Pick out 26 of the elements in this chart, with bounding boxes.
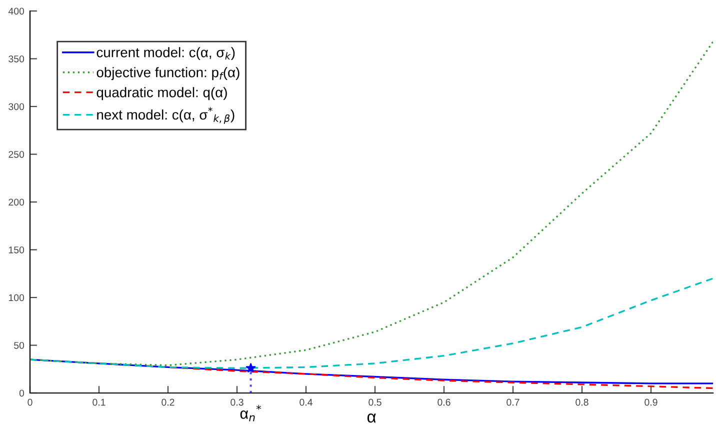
annotation: α$_{n}$$^{*}$ <box>240 404 262 422</box>
x-tick-label: 0.6 <box>438 398 450 406</box>
y-tick-label: 350 <box>8 55 24 62</box>
y-tick-label: 200 <box>8 198 24 206</box>
legend-label: quadratic model: q(α) <box>96 87 227 100</box>
x-tick-label: 0.5 <box>368 398 382 406</box>
legend-label: current model: c(α, σ$_{k}$) <box>96 47 235 60</box>
y-tick-label: 250 <box>8 150 24 158</box>
x-tick-label: 0.8 <box>576 398 588 406</box>
y-tick-label: 0 <box>19 390 24 397</box>
y-tick-label: 300 <box>8 103 24 110</box>
y-tick-label: 50 <box>14 342 24 349</box>
legend-label: objective function: p$_{f}$(α) <box>96 67 240 80</box>
legend-label: next model: c(α, σ$^{*}$$_{k,β}$) <box>97 107 234 124</box>
x-tick-label: 0.9 <box>644 398 658 406</box>
y-tick-label: 400 <box>8 8 24 15</box>
x-axis-title: α <box>367 414 376 423</box>
x-tick-label: 0.3 <box>230 398 244 406</box>
y-tick-label: 100 <box>8 294 24 302</box>
x-tick-label: 0.2 <box>162 398 174 406</box>
x-tick-label: 0.4 <box>300 398 312 406</box>
y-tick-label: 150 <box>8 246 24 254</box>
x-tick-label: 0 <box>28 398 32 406</box>
line-series <box>30 278 714 370</box>
x-tick-label: 0.7 <box>506 398 520 406</box>
x-tick-label: 0.1 <box>92 398 106 406</box>
